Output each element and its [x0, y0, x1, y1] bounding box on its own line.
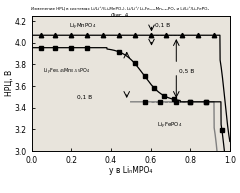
Text: Li$_y$MnPO$_4$: Li$_y$MnPO$_4$ [69, 22, 96, 32]
Text: 0,1 В: 0,1 В [156, 23, 171, 28]
Text: Li$_y$Fe$_{0,45}$Mn$_{0,55}$PO$_4$: Li$_y$Fe$_{0,45}$Mn$_{0,55}$PO$_4$ [43, 67, 90, 77]
Text: 0,1 В: 0,1 В [77, 95, 92, 100]
Text: Li$_y$FePO$_4$: Li$_y$FePO$_4$ [157, 121, 183, 131]
Y-axis label: НРЦ, В: НРЦ, В [4, 70, 13, 96]
X-axis label: y в LiₙMPO₄: y в LiₙMPO₄ [109, 166, 152, 175]
Text: Изменение НРЦ в системах Li/Li⁺/(LiₙMnPO₄), Li/Li⁺/ LiₙFe₀,₆₅Mn₀,₃₅PO₄ и Li/Li⁺/: Изменение НРЦ в системах Li/Li⁺/(LiₙMnPO… [31, 7, 209, 11]
Text: 0,5 В: 0,5 В [179, 69, 194, 74]
Text: Фиг. 4: Фиг. 4 [111, 13, 129, 18]
